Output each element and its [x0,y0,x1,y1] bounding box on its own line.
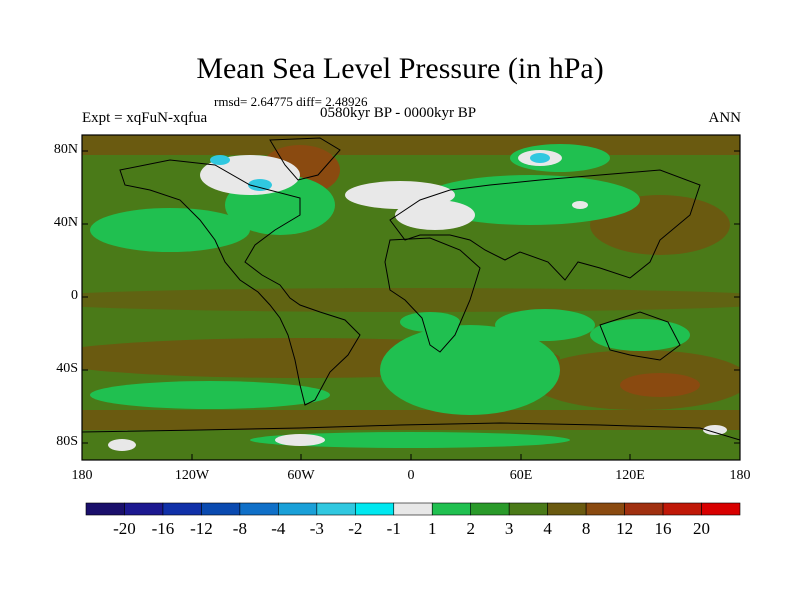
south-atlantic-green [380,325,560,415]
colorbar-swatch [316,502,356,516]
stats-text: rmsd= 2.64775 diff= 2.48926 [214,94,368,109]
colorbar-label: -12 [190,519,213,538]
antarctic-white [275,434,325,446]
colorbar-label: -4 [271,519,286,538]
lat-label-40n: 40N [53,215,78,230]
australia-green [590,319,690,351]
lat-label-80n: 80N [53,142,78,157]
southern-ocean-green [90,381,330,409]
equator-brown-band [82,288,740,312]
eurasia-green [420,175,640,225]
arctic-brown-band [82,135,740,155]
antarctic-white-east [703,425,727,435]
map-title: Mean Sea Level Pressure (in hPa) [196,52,604,85]
lon-label-180e: 180 [729,468,751,483]
coastlines [82,137,740,441]
lon-label-0: 0 [407,468,415,483]
south-pacific-dark [620,373,700,397]
colorbar-swatch [278,502,318,516]
colorbar-swatch [701,502,741,516]
colorbar-swatch [662,502,702,516]
europe-white [395,200,475,230]
pressure-field [82,135,740,460]
colorbar-label: -8 [232,519,247,538]
colorbar-swatch [431,502,472,516]
colorbar [85,502,741,516]
lon-label-120w: 120W [174,468,210,483]
lat-label-0: 0 [71,288,78,303]
season-label: ANN [708,110,742,126]
siberia-cyan [530,153,550,163]
north-pacific-green [90,208,250,252]
antarctic-green [250,432,570,448]
colorbar-label: 4 [543,519,552,538]
colorbar-swatch [547,502,587,516]
colorbar-label: 1 [427,519,437,538]
colorbar-label: -16 [151,519,175,538]
colorbar-label: -1 [386,519,401,538]
asia-white-spot [572,201,588,209]
lon-label-180w: 180 [71,468,93,483]
lat-label-40s: 40S [56,361,78,376]
indian-ocean-green [495,309,595,341]
x-ticks [81,454,741,460]
colorbar-label: 2 [466,519,475,538]
colorbar-swatch [585,502,625,516]
colorbar-swatch [239,502,279,516]
colorbar-swatch [624,502,664,516]
colorbar-swatch [85,502,125,516]
colorbar-label: 20 [693,519,711,538]
period-label: 0580kyr BP - 0000kyr BP [320,105,477,121]
colorbar-swatch [162,502,202,516]
canada-cyan [248,179,272,191]
colorbar-label: 8 [581,519,591,538]
colorbar-label: -2 [348,519,363,538]
equatorial-atlantic-green [400,312,460,332]
colorbar-label: 3 [504,519,514,538]
lon-label-60w: 60W [287,468,315,483]
colorbar-label: -20 [113,519,136,538]
colorbar-swatch [508,502,548,516]
experiment-label: Expt = xqFuN-xqfua [82,110,208,126]
colorbar-label: 12 [616,519,634,538]
antarctic-brown-band [82,410,740,430]
lat-label-80s: 80S [56,434,78,449]
colorbar-label: -3 [309,519,324,538]
colorbar-swatch [354,502,395,516]
lon-label-120e: 120E [615,468,645,483]
colorbar-swatch [470,502,510,516]
y-ticks [82,150,740,444]
lon-label-60e: 60E [509,468,533,483]
canada-white [200,155,300,195]
colorbar-swatch [393,502,433,516]
arctic-cyan [210,155,230,165]
colorbar-swatch [124,502,164,516]
colorbar-swatch [201,502,241,516]
colorbar-label: 16 [654,519,672,538]
antarctic-white-west [108,439,136,451]
